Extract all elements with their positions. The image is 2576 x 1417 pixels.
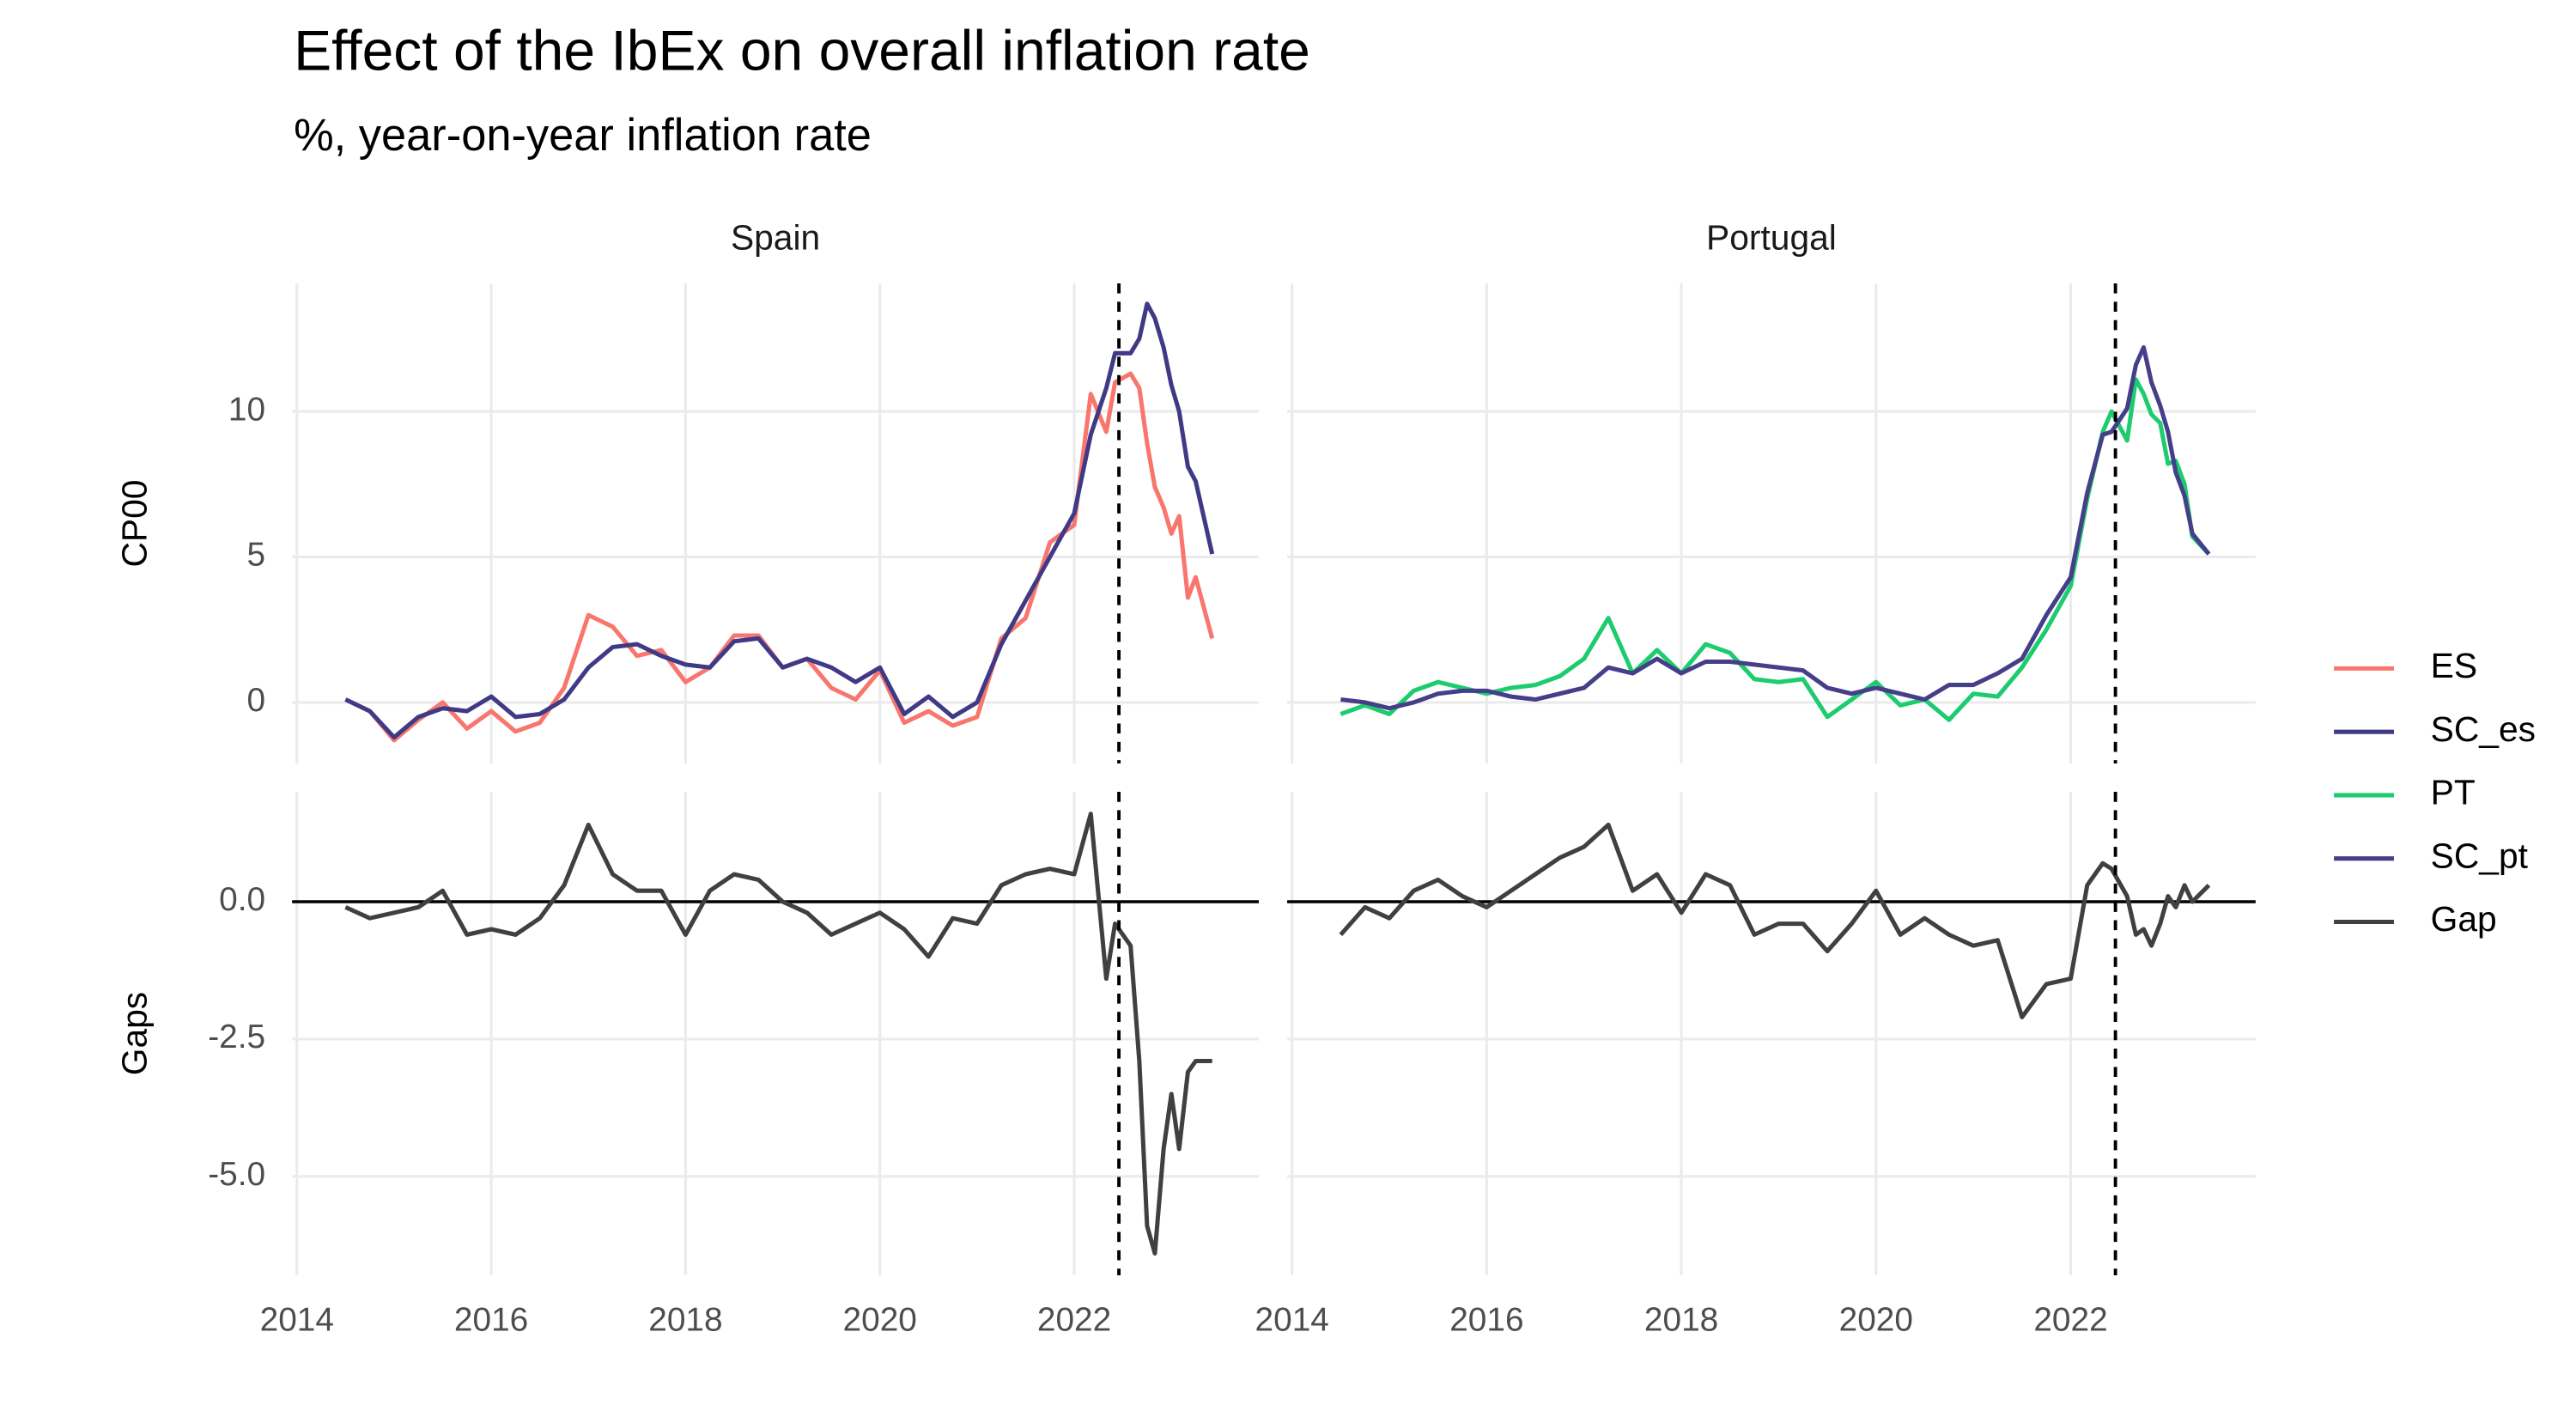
data-line [344, 812, 1212, 1256]
legend-label: SC_pt [2431, 836, 2529, 875]
x-tick-label: 2018 [1644, 1302, 1718, 1339]
y-tick-label: 0 [246, 682, 265, 719]
data-line [1339, 822, 2211, 1019]
x-tick-label: 2020 [1839, 1302, 1913, 1339]
x-tick-label: 2014 [260, 1302, 334, 1339]
facet-label: Portugal [1706, 217, 1837, 257]
legend-label: PT [2431, 773, 2476, 812]
y-tick-label: -2.5 [208, 1019, 265, 1055]
legend-label: Gap [2431, 899, 2497, 939]
x-tick-label: 2022 [2033, 1302, 2107, 1339]
y-axis-label: CP00 [114, 480, 154, 568]
facet-label: Spain [731, 217, 820, 257]
y-tick-label: 5 [246, 537, 265, 574]
data-line [344, 371, 1215, 743]
y-axis-label: Gaps [114, 992, 154, 1075]
data-line [1340, 345, 2211, 711]
x-tick-label: 2020 [843, 1302, 917, 1339]
y-tick-label: 0.0 [219, 881, 265, 918]
y-tick-label: -5.0 [208, 1156, 265, 1193]
chart-title: Effect of the IbEx on overall inflation … [294, 18, 1310, 82]
x-tick-label: 2014 [1255, 1302, 1329, 1339]
data-line [344, 301, 1215, 740]
legend-label: ES [2431, 646, 2477, 685]
chart-subtitle: %, year-on-year inflation rate [294, 111, 872, 161]
x-tick-label: 2018 [648, 1302, 722, 1339]
y-tick-label: 10 [228, 391, 265, 428]
x-tick-label: 2022 [1037, 1302, 1111, 1339]
x-tick-label: 2016 [454, 1302, 528, 1339]
legend-label: SC_es [2431, 709, 2536, 749]
x-tick-label: 2016 [1449, 1302, 1523, 1339]
